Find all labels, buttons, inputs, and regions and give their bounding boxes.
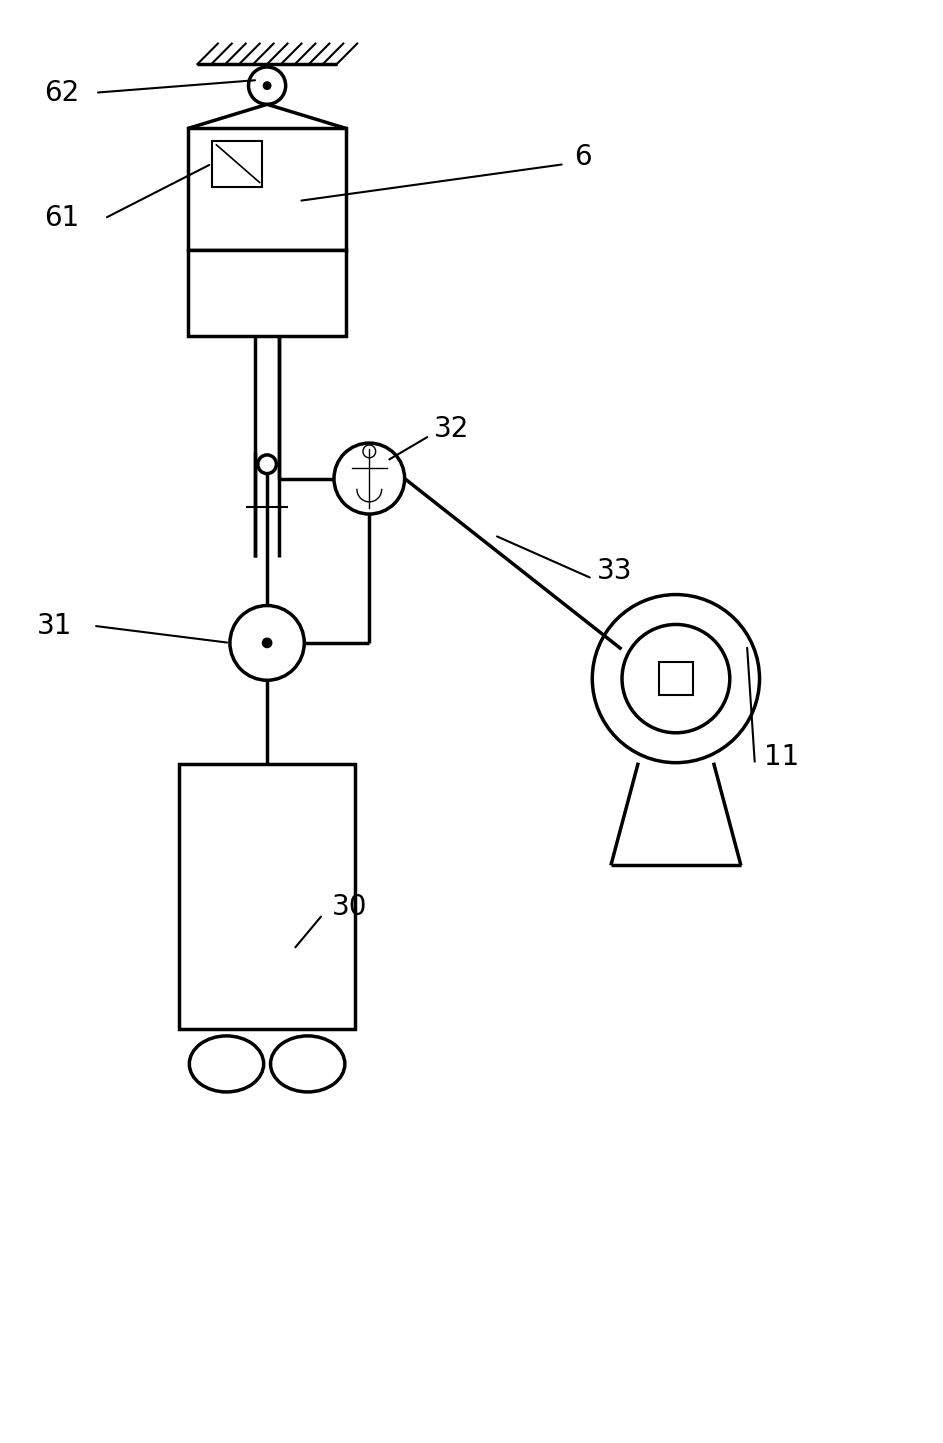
Ellipse shape: [230, 606, 305, 680]
Text: 11: 11: [764, 743, 800, 771]
Ellipse shape: [271, 1036, 345, 1092]
Ellipse shape: [592, 595, 759, 763]
Bar: [659, 662, 692, 696]
Ellipse shape: [622, 625, 730, 733]
Text: 32: 32: [435, 414, 470, 443]
Ellipse shape: [363, 444, 375, 457]
Bar: [188, 250, 346, 336]
Bar: [212, 140, 262, 186]
Text: 33: 33: [597, 557, 633, 586]
Text: 61: 61: [44, 205, 79, 232]
Ellipse shape: [257, 455, 276, 473]
Bar: [188, 128, 346, 250]
Ellipse shape: [249, 66, 286, 104]
Ellipse shape: [334, 443, 405, 514]
Ellipse shape: [190, 1036, 264, 1092]
Bar: [179, 765, 356, 1029]
Text: 31: 31: [37, 612, 72, 639]
Text: 30: 30: [332, 893, 368, 921]
Text: 6: 6: [573, 143, 591, 172]
Text: 62: 62: [44, 79, 79, 107]
Ellipse shape: [263, 82, 271, 89]
Ellipse shape: [262, 638, 272, 648]
